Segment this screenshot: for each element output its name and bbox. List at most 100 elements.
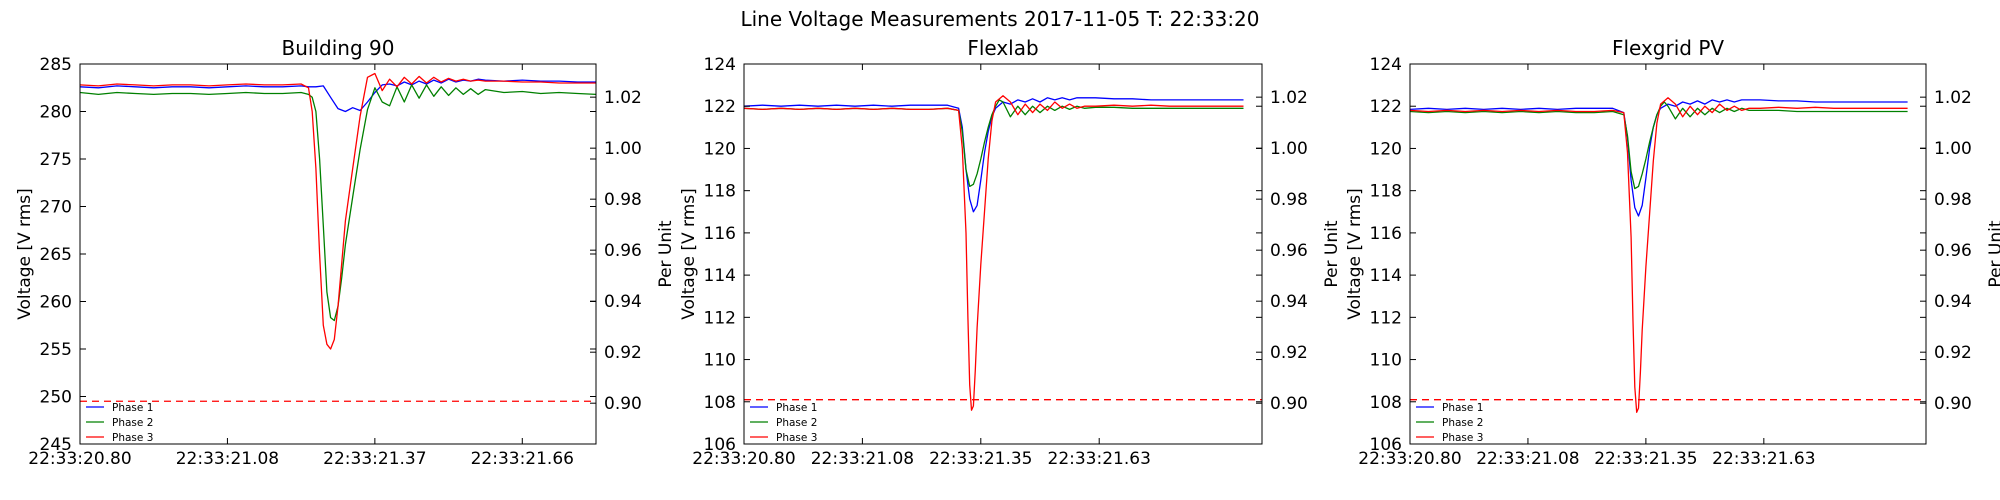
y-tick-label: 108	[704, 393, 736, 413]
y-tick-label: 106	[1370, 435, 1402, 455]
y-tick-label: 108	[1370, 393, 1402, 413]
y2-tick-label: 0.92	[1934, 343, 1972, 363]
plot-frame	[79, 63, 597, 445]
y2-tick-label: 1.02	[1270, 88, 1308, 108]
legend-label: Phase 2	[776, 417, 817, 429]
chart-title: Flexgrid PV	[1612, 36, 1724, 60]
y-tick-label: 116	[704, 224, 736, 244]
y-tick-label: 122	[704, 97, 736, 117]
y2-tick-label: 0.96	[1270, 241, 1308, 261]
y-tick-label: 110	[1370, 351, 1402, 371]
y2-tick-label: 1.00	[1270, 139, 1308, 159]
series-line-phase-3	[744, 95, 1244, 411]
y-tick-label: 114	[1370, 266, 1402, 286]
x-tick-label: 22:33:21.63	[1712, 449, 1815, 469]
y2-tick-label: 0.98	[604, 190, 642, 210]
y-tick-label: 114	[704, 266, 736, 286]
chart-title: Building 90	[282, 36, 395, 60]
y2-tick-label: 0.90	[1270, 394, 1308, 414]
y-tick-label: 116	[1370, 224, 1402, 244]
x-tick-label: 22:33:21.66	[471, 449, 574, 469]
legend-label: Phase 1	[1442, 402, 1483, 414]
y2-tick-label: 0.90	[604, 394, 642, 414]
x-tick-label: 22:33:20.80	[692, 449, 795, 469]
y-tick-label: 255	[40, 340, 72, 360]
series-line-phase-3	[80, 72, 596, 350]
y-tick-label: 120	[1370, 139, 1402, 159]
y-axis-label: Voltage [V rms]	[1345, 188, 1365, 320]
y-tick-label: 250	[40, 388, 72, 408]
y-tick-label: 112	[704, 308, 736, 328]
y-tick-label: 285	[40, 55, 72, 75]
legend-label: Phase 2	[1442, 417, 1483, 429]
plot-area	[80, 72, 596, 402]
x-tick-label: 22:33:21.08	[1476, 449, 1579, 469]
y-tick-label: 265	[40, 245, 72, 265]
y2-tick-label: 0.94	[1270, 292, 1308, 312]
y-tick-label: 118	[1370, 182, 1402, 202]
chart-panel: Building 90 245 250 255 260 265 270 275 280 285 0.…	[15, 36, 676, 469]
y-tick-label: 260	[40, 293, 72, 313]
chart-panel: Flexgrid PV 106 108 110 112 114 116 118 120 122 12…	[1345, 36, 2000, 469]
y2-tick-label: 0.96	[1934, 241, 1972, 261]
plot-area	[744, 95, 1262, 411]
chart-panel: Flexlab 106 108 110 112 114 116 118 120 122 124 0.9…	[679, 36, 1342, 469]
x-tick-label: 22:33:20.80	[28, 449, 131, 469]
legend-label: Phase 1	[112, 402, 153, 414]
y2-tick-label: 1.00	[604, 139, 642, 159]
y2-axis-label: Per Unit	[656, 220, 676, 287]
y2-tick-label: 1.02	[1934, 88, 1972, 108]
y-axis-label: Voltage [V rms]	[679, 188, 699, 320]
y2-tick-label: 0.92	[604, 343, 642, 363]
legend-label: Phase 1	[776, 402, 817, 414]
figure-suptitle: Line Voltage Measurements 2017-11-05 T: …	[740, 7, 1259, 31]
y2-tick-label: 1.00	[1934, 139, 1972, 159]
y2-tick-label: 0.94	[604, 292, 642, 312]
y-tick-label: 112	[1370, 308, 1402, 328]
legend-label: Phase 3	[1442, 432, 1483, 444]
x-tick-label: 22:33:21.37	[323, 449, 426, 469]
y2-tick-label: 0.94	[1934, 292, 1972, 312]
y2-tick-label: 0.98	[1934, 190, 1972, 210]
y2-tick-label: 0.96	[604, 241, 642, 261]
y-tick-label: 280	[40, 103, 72, 123]
y2-tick-label: 1.02	[604, 88, 642, 108]
legend-label: Phase 3	[112, 432, 153, 444]
plot-frame	[1409, 63, 1927, 445]
legend: Phase 1 Phase 2 Phase 3	[86, 402, 153, 444]
y-tick-label: 270	[40, 198, 72, 218]
legend-label: Phase 3	[776, 432, 817, 444]
series-line-phase-2	[80, 84, 596, 322]
y-tick-label: 120	[704, 139, 736, 159]
y-tick-label: 110	[704, 351, 736, 371]
x-tick-label: 22:33:21.35	[929, 449, 1032, 469]
y2-tick-label: 0.98	[1270, 190, 1308, 210]
y-tick-label: 245	[40, 435, 72, 455]
legend: Phase 1 Phase 2 Phase 3	[750, 402, 817, 444]
y2-axis-label: Per Unit	[1986, 220, 2000, 287]
legend: Phase 1 Phase 2 Phase 3	[1416, 402, 1483, 444]
plot-area	[1410, 97, 1926, 413]
series-line-phase-1	[80, 78, 596, 113]
x-tick-label: 22:33:21.08	[811, 449, 914, 469]
series-line-phase-3	[1410, 97, 1908, 413]
y2-axis-label: Per Unit	[1322, 220, 1342, 287]
x-tick-label: 22:33:21.35	[1594, 449, 1697, 469]
legend-label: Phase 2	[112, 417, 153, 429]
y2-tick-label: 0.92	[1270, 343, 1308, 363]
y2-tick-label: 0.90	[1934, 394, 1972, 414]
y-tick-label: 118	[704, 182, 736, 202]
y-tick-label: 124	[1370, 55, 1402, 75]
plot-frame	[743, 63, 1263, 445]
x-tick-label: 22:33:20.80	[1358, 449, 1461, 469]
y-tick-label: 275	[40, 150, 72, 170]
y-axis-label: Voltage [V rms]	[15, 188, 35, 320]
y-tick-label: 106	[704, 435, 736, 455]
y-tick-label: 124	[704, 55, 736, 75]
x-tick-label: 22:33:21.08	[176, 449, 279, 469]
chart-title: Flexlab	[967, 36, 1038, 60]
x-tick-label: 22:33:21.63	[1048, 449, 1151, 469]
series-line-phase-1	[1410, 99, 1908, 217]
y-tick-label: 122	[1370, 97, 1402, 117]
